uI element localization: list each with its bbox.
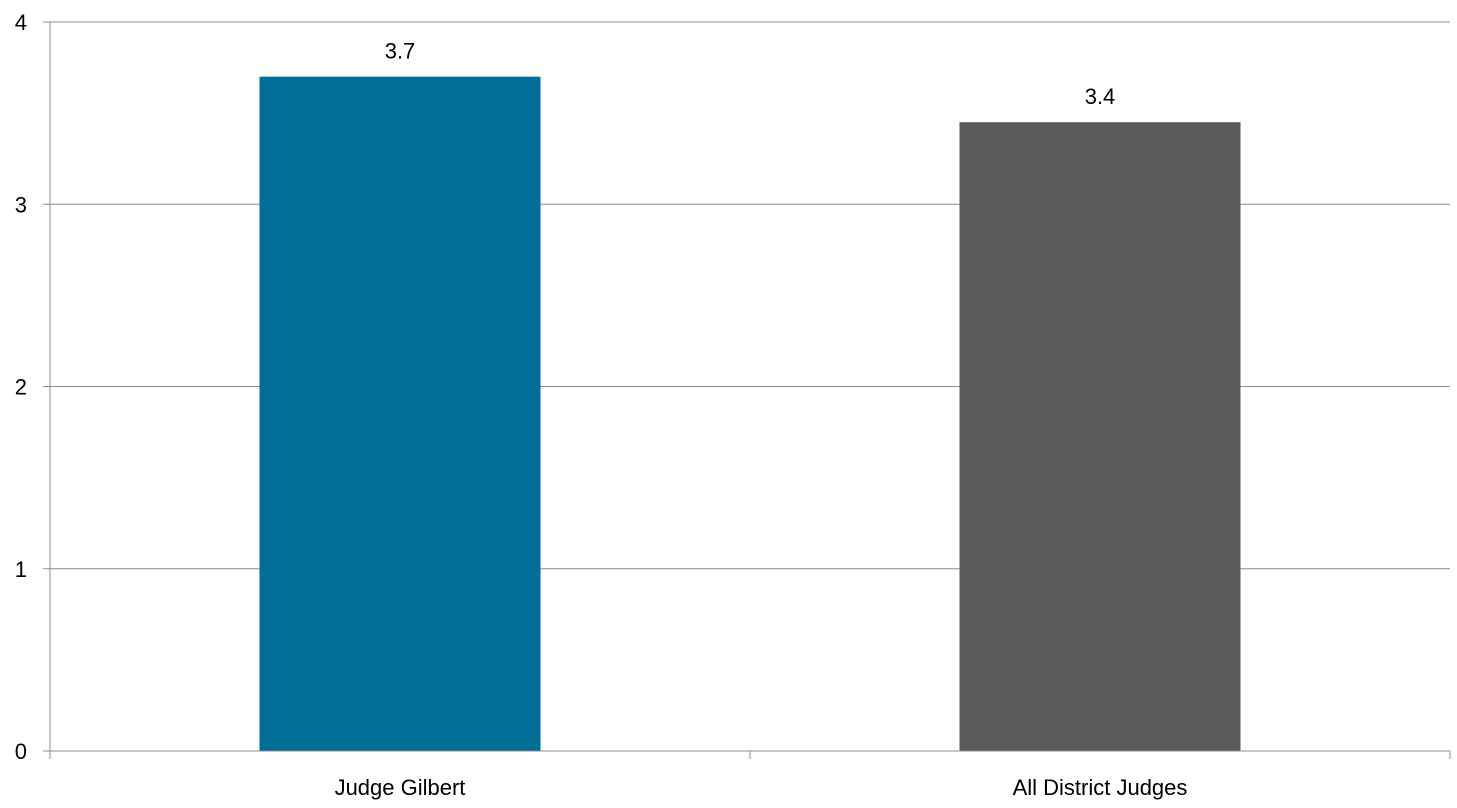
- data-label: 3.4: [1085, 84, 1116, 109]
- y-tick-label: 0: [15, 739, 27, 764]
- bars: [259, 76, 1241, 752]
- y-tick-label: 2: [15, 375, 27, 400]
- labels: 0 1 2 3 4 3.7 Judge Gilbert 3.4 All District Jud…: [15, 10, 1188, 800]
- y-tick-label: 3: [15, 192, 27, 217]
- axes: [43, 21, 1451, 759]
- bar: [959, 122, 1241, 752]
- data-label: 3.7: [385, 39, 416, 64]
- x-category-label: All District Judges: [1013, 775, 1188, 800]
- y-tick-label: 4: [15, 10, 27, 35]
- y-tick-label: 1: [15, 557, 27, 582]
- x-category-label: Judge Gilbert: [335, 775, 466, 800]
- bar: [259, 76, 541, 752]
